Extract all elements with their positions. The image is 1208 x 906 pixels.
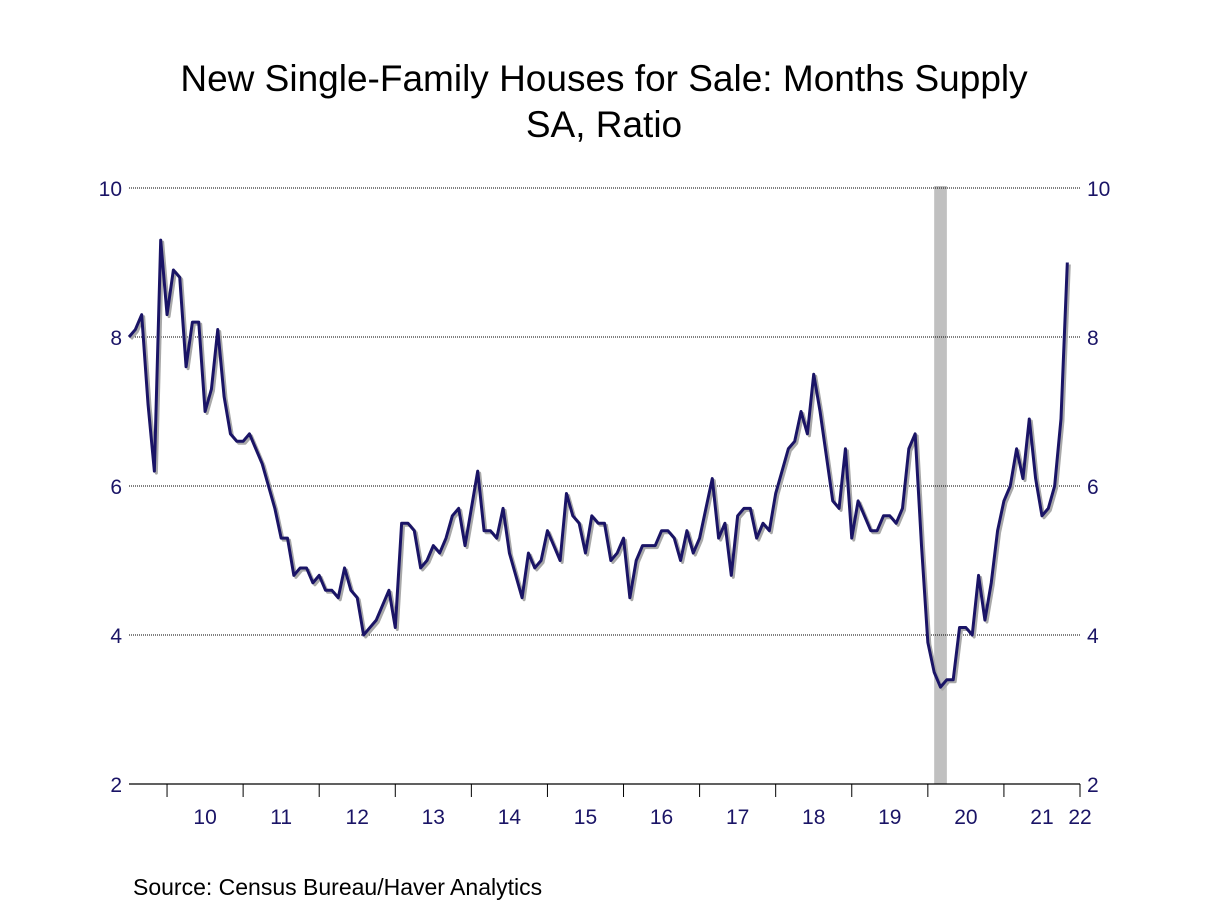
y-tick-label-left: 6 (110, 476, 122, 499)
y-tick-label-right: 4 (1087, 625, 1099, 648)
series-line (127, 238, 1069, 689)
y-tick-label-left: 2 (110, 774, 122, 797)
x-tick-label: 13 (422, 806, 445, 829)
series-layer (127, 238, 1071, 691)
series-line-shadow (129, 240, 1071, 691)
recession-band (934, 186, 947, 784)
x-tick-label: 14 (498, 806, 522, 829)
x-tick-label: 12 (346, 806, 369, 829)
y-tick-label-right: 6 (1087, 476, 1099, 499)
x-tick-label: 15 (574, 806, 597, 829)
x-tick-label: 10 (193, 806, 216, 829)
x-tick-label: 11 (270, 806, 292, 829)
x-tick-label: 18 (802, 806, 825, 829)
chart-title: New Single-Family Houses for Sale: Month… (180, 58, 1028, 99)
x-tick-label: 19 (878, 806, 901, 829)
y-tick-label-left: 4 (110, 625, 122, 648)
y-tick-label-left: 10 (99, 178, 122, 201)
x-tick-label: 21 (1030, 806, 1053, 829)
y-tick-label-right: 2 (1087, 774, 1099, 797)
y-tick-label-right: 8 (1087, 327, 1099, 350)
x-tick-label: 22 (1068, 806, 1091, 829)
x-tick-label: 20 (954, 806, 977, 829)
y-tick-label-right: 10 (1087, 178, 1110, 201)
recession-band-layer (934, 186, 947, 784)
x-tick-label: 16 (650, 806, 673, 829)
y-tick-label-left: 8 (110, 327, 122, 350)
x-tick-label: 17 (726, 806, 749, 829)
chart-subtitle: SA, Ratio (525, 104, 683, 145)
source-note: Source: Census Bureau/Haver Analytics (133, 874, 543, 900)
